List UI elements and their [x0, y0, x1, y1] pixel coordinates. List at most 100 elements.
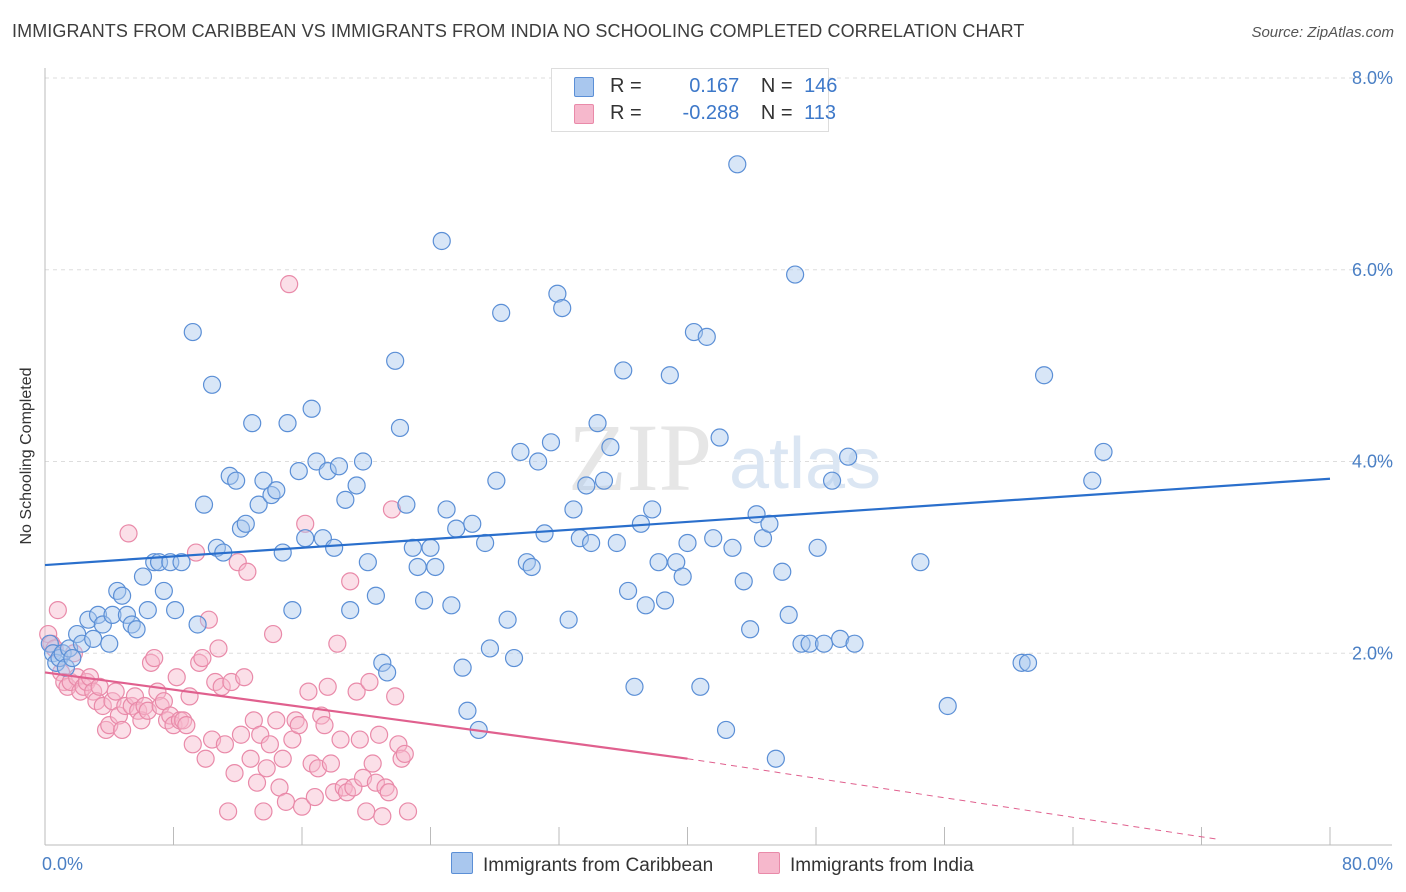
y-tick-label-1: 4.0%: [1352, 452, 1393, 472]
chart-title: IMMIGRANTS FROM CARIBBEAN VS IMMIGRANTS …: [12, 21, 1025, 41]
caribbean-point-79: [476, 533, 495, 553]
caribbean-point-41: [254, 471, 273, 490]
india-point-107: [382, 500, 402, 519]
india-point-88: [321, 754, 341, 773]
india-point-33: [145, 648, 164, 668]
caribbean-point-98: [588, 414, 607, 433]
caribbean-point-70: [426, 557, 445, 577]
caribbean-point-108: [649, 553, 668, 572]
india-point-42: [174, 711, 193, 730]
y-tick-label-2: 6.0%: [1352, 260, 1393, 280]
caribbean-point-118: [710, 428, 729, 447]
india-point-110: [392, 749, 411, 768]
india-point-95: [344, 778, 363, 797]
caribbean-point-39: [243, 414, 262, 433]
india-point-77: [286, 711, 305, 730]
bottom-legend-swatch-india: [758, 852, 780, 874]
caribbean-point-77: [463, 514, 482, 533]
bottom-legend-india: Immigrants from India: [758, 852, 974, 877]
india-point-43: [177, 716, 196, 735]
caribbean-point-81: [487, 471, 506, 490]
caribbean-point-57: [347, 476, 366, 495]
india-point-111: [395, 744, 414, 764]
india-point-89: [325, 783, 344, 802]
caribbean-point-67: [408, 557, 427, 577]
caribbean-point-107: [643, 500, 662, 519]
axes: [44, 68, 1392, 846]
caribbean-point-15: [103, 605, 122, 625]
caribbean-point-47: [289, 461, 308, 481]
india-point-70: [263, 624, 283, 644]
caribbean-point-59: [358, 553, 377, 572]
india-point-46: [186, 543, 206, 562]
caribbean-point-75: [453, 658, 472, 677]
bottom-legend-caribbean: Immigrants from Caribbean: [451, 852, 713, 877]
caribbean-point-9: [72, 634, 92, 653]
india-point-80: [296, 514, 315, 533]
caribbean-point-87: [522, 557, 541, 577]
caribbean-point-58: [353, 452, 373, 471]
caribbean-point-136: [830, 629, 850, 648]
caribbean-point-127: [766, 749, 785, 768]
watermark-zip: ZIP: [568, 404, 712, 511]
india-point-83: [305, 787, 324, 807]
caribbean-point-104: [625, 677, 644, 696]
caribbean-point-52: [318, 461, 337, 481]
caribbean-point-112: [673, 567, 692, 586]
india-trend-extension: [687, 758, 1218, 840]
india-point-112: [398, 802, 418, 821]
india-point-58: [225, 763, 244, 783]
india-point-55: [215, 735, 234, 754]
trend-lines: [44, 477, 1331, 840]
caribbean-point-30: [188, 615, 207, 634]
india-point-63: [241, 749, 260, 768]
india-point-29: [132, 711, 151, 730]
y-tick-label-3: 8.0%: [1352, 68, 1393, 88]
india-point-71: [267, 711, 286, 730]
legend-r-value-india: -0.288: [682, 102, 740, 124]
caribbean-point-119: [716, 720, 736, 740]
india-point-86: [315, 716, 334, 735]
caribbean-point-48: [296, 529, 315, 548]
india-point-23: [112, 720, 132, 740]
caribbean-point-17: [112, 586, 132, 605]
caribbean-point-49: [302, 399, 321, 418]
caribbean-point-11: [84, 629, 103, 648]
caribbean-point-102: [614, 361, 633, 380]
caribbean-point-91: [548, 284, 567, 303]
caribbean-point-56: [341, 601, 360, 620]
caribbean-point-22: [138, 601, 157, 620]
india-point-66: [251, 725, 270, 744]
india-point-18: [96, 720, 116, 740]
caribbean-point-46: [283, 601, 302, 620]
india-point-85: [312, 706, 331, 725]
caribbean-point-115: [691, 677, 710, 696]
india-point-30: [135, 696, 154, 716]
caribbean-point-36: [227, 471, 246, 490]
caribbean-point-121: [728, 155, 747, 174]
india-point-104: [373, 807, 392, 826]
india-point-99: [357, 802, 376, 821]
caribbean-point-73: [442, 596, 461, 615]
india-point-62: [238, 562, 257, 581]
caribbean-point-0: [40, 634, 59, 653]
india-point-103: [370, 725, 389, 744]
caribbean-point-55: [336, 490, 355, 509]
caribbean-point-74: [447, 519, 466, 538]
india-point-21: [106, 682, 125, 701]
india-point-97: [350, 730, 369, 749]
caribbean-point-137: [839, 447, 858, 466]
india-point-90: [328, 634, 347, 653]
caribbean-point-128: [773, 562, 792, 581]
legend-r-value-caribbean: 0.167: [689, 75, 740, 97]
india-point-25: [119, 524, 138, 543]
caribbean-point-83: [498, 610, 517, 629]
caribbean-point-88: [529, 452, 548, 471]
watermark-atlas: atlas: [729, 424, 881, 504]
caribbean-point-90: [541, 433, 561, 452]
caribbean-point-7: [63, 648, 82, 668]
caribbean-point-110: [660, 366, 679, 385]
india-point-60: [231, 725, 251, 744]
caribbean-point-38: [236, 514, 255, 533]
india-point-75: [280, 275, 299, 294]
